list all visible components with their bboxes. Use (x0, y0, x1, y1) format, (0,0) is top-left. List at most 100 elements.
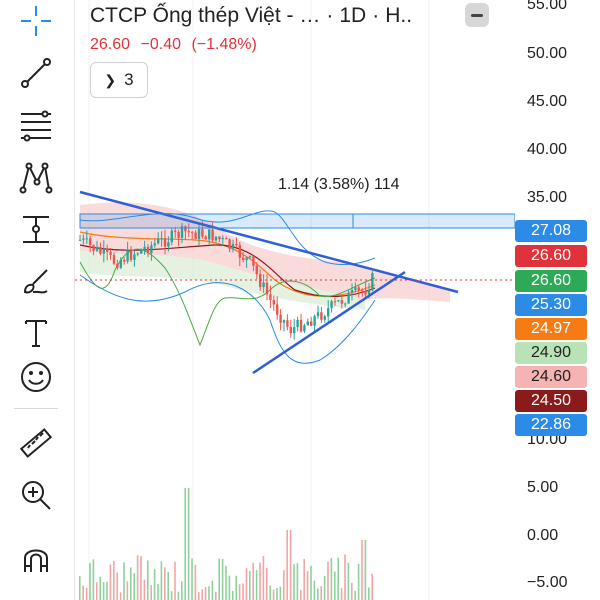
candle-body (133, 254, 136, 260)
brush-icon[interactable] (17, 262, 55, 300)
volume-bar (89, 562, 91, 600)
candle-body (364, 291, 367, 295)
volume-bar (340, 588, 343, 600)
candle-body (279, 314, 282, 323)
symbol-title[interactable]: CTCP Ống thép Việt - … · 1D · H.. (90, 4, 412, 28)
pattern-icon[interactable] (17, 158, 55, 196)
candle-body (299, 319, 303, 332)
axis-tick: 55.00 (527, 0, 568, 13)
measure-box (79, 213, 515, 229)
fib-retracement-icon[interactable] (17, 106, 55, 144)
candle-body (225, 238, 228, 240)
volume-bar (164, 567, 166, 600)
collapse-legend-button[interactable] (465, 3, 489, 27)
volume-bar (361, 540, 363, 600)
volume-bar (116, 572, 118, 600)
volume-bar (106, 581, 108, 600)
minus-icon (471, 13, 483, 17)
candle-body (238, 245, 241, 258)
candle-body (194, 232, 197, 239)
candle-body (262, 282, 265, 288)
candle-body (259, 274, 262, 288)
projection-icon[interactable] (17, 210, 55, 248)
candle-body (191, 231, 194, 233)
candle-body (160, 238, 163, 240)
volume-bar (136, 555, 139, 600)
candle-body (242, 257, 245, 260)
cloud-area (80, 250, 365, 310)
trendline-icon[interactable] (17, 54, 55, 92)
crosshair-icon[interactable] (17, 2, 55, 40)
candle-body (116, 263, 119, 268)
candle-body (153, 243, 156, 246)
volume-bar (225, 565, 227, 600)
symbol-name: CTCP Ống thép Việt - … (90, 4, 321, 27)
candle-body (228, 239, 231, 249)
candle-body (204, 236, 207, 240)
title-separator: · (326, 4, 334, 27)
emoji-icon[interactable] (17, 358, 55, 396)
volume-bar (303, 558, 305, 600)
candle-body (282, 320, 286, 323)
volume-bar (235, 575, 237, 600)
volume-bar (371, 573, 373, 600)
volume-bar (140, 556, 142, 600)
price-axis[interactable]: 55.00 50.00 45.00 40.00 35.00 10.00 5.00… (515, 0, 600, 600)
price-tag: 24.97 (515, 318, 587, 340)
volume-bar (160, 561, 163, 600)
volume-bar (153, 568, 156, 600)
volume-bar (208, 586, 210, 600)
interval-label: 1D (339, 4, 367, 27)
chart-pane[interactable] (75, 0, 515, 600)
candle-body (289, 326, 292, 334)
magnet-icon[interactable] (17, 542, 55, 580)
axis-tick: 5.00 (527, 479, 559, 496)
candle-body (344, 303, 347, 305)
price-chart[interactable] (75, 0, 515, 600)
volume-bar (242, 583, 244, 600)
candle-body (174, 230, 177, 232)
volume-bar (245, 568, 248, 600)
volume-bar (123, 562, 125, 600)
volume-bar (364, 540, 367, 600)
candle-body (163, 238, 167, 247)
text-icon[interactable] (17, 314, 55, 352)
bollinger-upper (79, 210, 376, 265)
candle-body (150, 245, 153, 254)
candle-body (85, 238, 88, 240)
volume-bar (300, 590, 302, 600)
last-price: 26.60 (90, 36, 131, 53)
volume-bar (228, 575, 231, 600)
volume-bar (249, 570, 251, 600)
candle-body (316, 312, 320, 317)
candle-body (146, 246, 150, 254)
candle-body (303, 325, 306, 332)
candle-body (123, 259, 126, 262)
volume-bars (79, 488, 373, 600)
candle-body (361, 290, 364, 292)
axis-tick: 35.00 (527, 189, 568, 206)
volume-bar (85, 587, 88, 600)
zoom-in-icon[interactable] (17, 476, 55, 514)
candle-body (245, 257, 248, 260)
volume-bar (262, 555, 265, 600)
volume-bar (351, 582, 353, 600)
candle-body (347, 292, 350, 304)
candle-body (92, 245, 95, 251)
volume-bar (323, 575, 326, 600)
volume-bar (113, 561, 115, 600)
volume-bar (317, 588, 319, 600)
indicators-toggle-button[interactable]: ❯ 3 (90, 62, 148, 98)
candle-body (252, 256, 255, 266)
candle-body (211, 229, 214, 241)
candle-body (265, 282, 269, 295)
volume-bar (337, 557, 339, 600)
candle-body (140, 249, 143, 254)
ruler-icon[interactable] (17, 424, 55, 462)
volume-bar (347, 562, 350, 600)
drawing-toolbar (0, 0, 75, 600)
candle-body (333, 301, 337, 303)
ichimoku-cloud (80, 202, 450, 310)
toolbar-divider (14, 408, 58, 409)
price-change-percent: (−1.48%) (191, 36, 257, 53)
